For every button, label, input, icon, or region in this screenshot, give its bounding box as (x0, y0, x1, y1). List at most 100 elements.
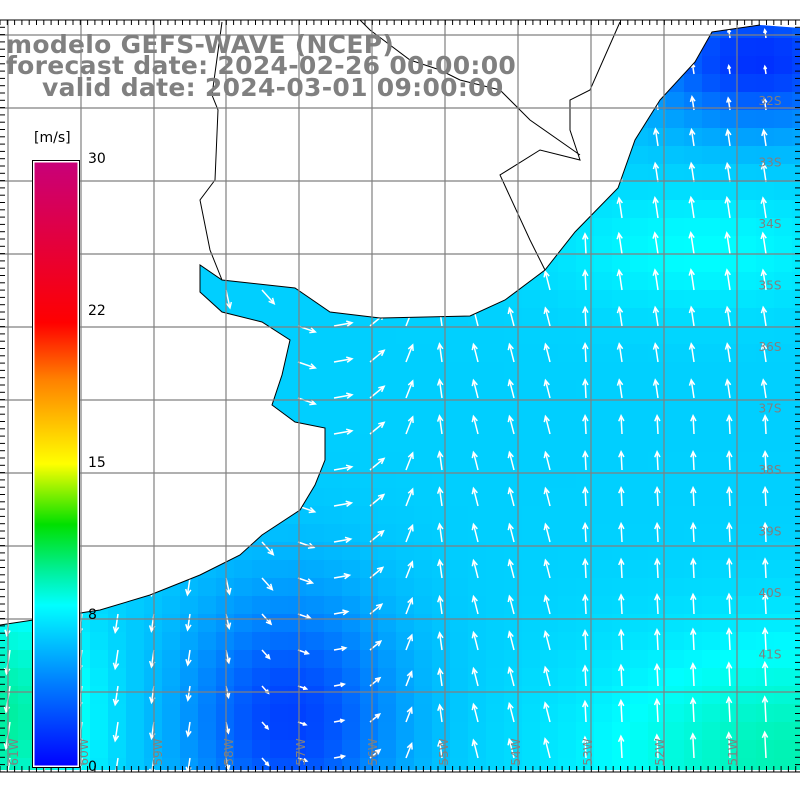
speed-cell (288, 596, 307, 615)
speed-cell (198, 578, 217, 597)
speed-cell (144, 362, 163, 381)
speed-cell (396, 326, 415, 345)
speed-cell (108, 524, 127, 543)
speed-cell (180, 416, 199, 435)
speed-cell (360, 434, 379, 453)
speed-cell (738, 200, 757, 219)
wind-arrow (184, 109, 192, 130)
speed-cell (504, 110, 523, 129)
wind-arrow (112, 109, 120, 130)
speed-cell (612, 290, 631, 309)
speed-cell (522, 308, 541, 327)
speed-cell (450, 326, 469, 345)
speed-cell (738, 488, 757, 507)
speed-cell (306, 344, 325, 363)
wind-arrow (652, 195, 659, 219)
wind-arrow (184, 181, 192, 202)
speed-cell (180, 146, 199, 165)
wind-arrow (405, 379, 414, 399)
speed-cell (738, 218, 757, 237)
speed-cell (180, 272, 199, 291)
speed-cell (378, 326, 397, 345)
speed-cell (558, 452, 577, 471)
speed-cell (198, 344, 217, 363)
speed-cell (18, 722, 37, 741)
speed-cell (540, 38, 559, 57)
speed-cell (378, 398, 397, 417)
speed-cell (108, 434, 127, 453)
speed-cell (126, 632, 145, 651)
speed-cell (108, 632, 127, 651)
wind-arrow (185, 613, 192, 632)
speed-cell (288, 524, 307, 543)
speed-cell (324, 650, 343, 669)
speed-cell (450, 650, 469, 669)
lon-label: 52W (653, 738, 667, 765)
speed-cell (378, 218, 397, 237)
speed-cell (486, 506, 505, 525)
speed-cell (720, 686, 739, 705)
speed-cell (144, 272, 163, 291)
wind-arrow (184, 145, 192, 166)
speed-cell (324, 398, 343, 417)
speed-cell (378, 452, 397, 471)
wind-arrow (724, 195, 731, 219)
speed-cell (288, 326, 307, 345)
speed-cell (342, 110, 361, 129)
speed-cell (126, 686, 145, 705)
speed-cell (324, 344, 343, 363)
speed-cell (144, 110, 163, 129)
wind-arrow (436, 486, 444, 507)
wind-arrow (724, 231, 731, 255)
speed-cell (108, 488, 127, 507)
speed-cell (666, 560, 685, 579)
speed-cell (756, 290, 775, 309)
wind-arrow (405, 670, 413, 687)
speed-cell (486, 758, 505, 770)
speed-cell (342, 434, 361, 453)
speed-cell (792, 56, 800, 75)
speed-cell (774, 182, 793, 201)
speed-cell (360, 110, 379, 129)
speed-cell (576, 56, 595, 75)
wind-arrow (725, 592, 733, 615)
speed-cell (630, 182, 649, 201)
speed-cell (738, 362, 757, 381)
speed-cell (126, 452, 145, 471)
speed-cell (252, 758, 271, 770)
speed-cell (792, 632, 800, 651)
speed-cell (324, 434, 343, 453)
speed-cell (720, 398, 739, 417)
speed-cell (360, 416, 379, 435)
wind-arrow (333, 428, 354, 435)
speed-cell (738, 128, 757, 147)
speed-cell (306, 524, 325, 543)
speed-cell (108, 110, 127, 129)
wind-arrow (688, 342, 696, 363)
speed-cell (342, 290, 361, 309)
speed-cell (252, 236, 271, 255)
speed-cell (234, 488, 253, 507)
speed-cell (414, 740, 433, 759)
speed-cell (90, 218, 109, 237)
speed-cell (774, 542, 793, 561)
model-title: modelo GEFS-WAVE (NCEP) (6, 30, 395, 59)
speed-cell (360, 722, 379, 741)
wind-arrow (543, 594, 551, 615)
speed-cell (684, 470, 703, 489)
speed-cell (594, 380, 613, 399)
speed-cell (216, 668, 235, 687)
speed-cell (738, 614, 757, 633)
speed-cell (252, 146, 271, 165)
speed-cell (666, 488, 685, 507)
speed-cell (324, 542, 343, 561)
speed-cell (450, 416, 469, 435)
speed-cell (612, 650, 631, 669)
speed-cell (540, 236, 559, 255)
speed-cell (342, 254, 361, 273)
speed-cell (450, 560, 469, 579)
speed-cell (450, 668, 469, 687)
speed-cell (666, 650, 685, 669)
wind-arrow (507, 558, 515, 579)
speed-cell (324, 146, 343, 165)
